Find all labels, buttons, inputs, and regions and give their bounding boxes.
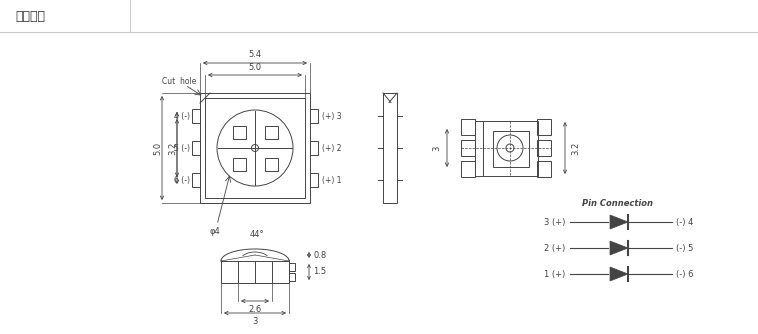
- Text: 3.2: 3.2: [571, 141, 580, 155]
- Bar: [265, 158, 278, 171]
- Text: (+) 1: (+) 1: [322, 175, 342, 184]
- Bar: [483, 121, 538, 176]
- Bar: [383, 93, 397, 203]
- Bar: [289, 263, 295, 271]
- Text: 4 (-): 4 (-): [174, 112, 190, 121]
- Bar: [192, 141, 200, 155]
- Polygon shape: [610, 215, 628, 229]
- Bar: [205, 98, 305, 198]
- Text: 44°: 44°: [249, 230, 265, 239]
- Text: (-) 4: (-) 4: [676, 217, 694, 226]
- Bar: [461, 161, 475, 177]
- Text: 1.5: 1.5: [313, 268, 326, 277]
- Bar: [192, 173, 200, 187]
- Text: 3.2: 3.2: [168, 141, 177, 155]
- Bar: [233, 158, 246, 171]
- Bar: [537, 119, 551, 135]
- Text: 5.4: 5.4: [249, 50, 262, 59]
- Text: 6 (-): 6 (-): [174, 175, 190, 184]
- Bar: [461, 119, 475, 135]
- Text: (+) 2: (+) 2: [322, 144, 342, 153]
- Bar: [233, 126, 246, 139]
- Bar: [289, 273, 295, 281]
- Bar: [461, 140, 475, 156]
- Bar: [265, 126, 278, 139]
- Text: (+) 3: (+) 3: [322, 112, 342, 121]
- Bar: [192, 109, 200, 123]
- Text: 2 (+): 2 (+): [543, 243, 565, 253]
- Text: 3: 3: [432, 145, 441, 151]
- Bar: [493, 131, 529, 167]
- Text: 0.8: 0.8: [313, 250, 326, 260]
- Bar: [475, 121, 483, 176]
- Text: 3: 3: [252, 317, 258, 326]
- Bar: [537, 140, 551, 156]
- Bar: [200, 93, 310, 203]
- Text: 5.0: 5.0: [249, 63, 262, 72]
- Text: 5.0: 5.0: [154, 141, 162, 155]
- Text: 2.6: 2.6: [249, 305, 262, 314]
- Bar: [221, 261, 289, 283]
- Polygon shape: [610, 267, 628, 281]
- Text: 3 (+): 3 (+): [543, 217, 565, 226]
- Text: (-) 5: (-) 5: [676, 243, 694, 253]
- Bar: [310, 109, 318, 123]
- Bar: [0, 0, 758, 32]
- Text: (-) 6: (-) 6: [676, 270, 694, 279]
- Polygon shape: [610, 241, 628, 255]
- Text: 产品简介: 产品简介: [15, 9, 45, 22]
- Text: 5 (-): 5 (-): [174, 144, 190, 153]
- Text: Pin Connection: Pin Connection: [582, 199, 653, 208]
- Text: φ4: φ4: [210, 226, 221, 235]
- Bar: [310, 141, 318, 155]
- Text: Cut  hole: Cut hole: [162, 76, 196, 86]
- Bar: [537, 161, 551, 177]
- Text: 1 (+): 1 (+): [543, 270, 565, 279]
- Bar: [310, 173, 318, 187]
